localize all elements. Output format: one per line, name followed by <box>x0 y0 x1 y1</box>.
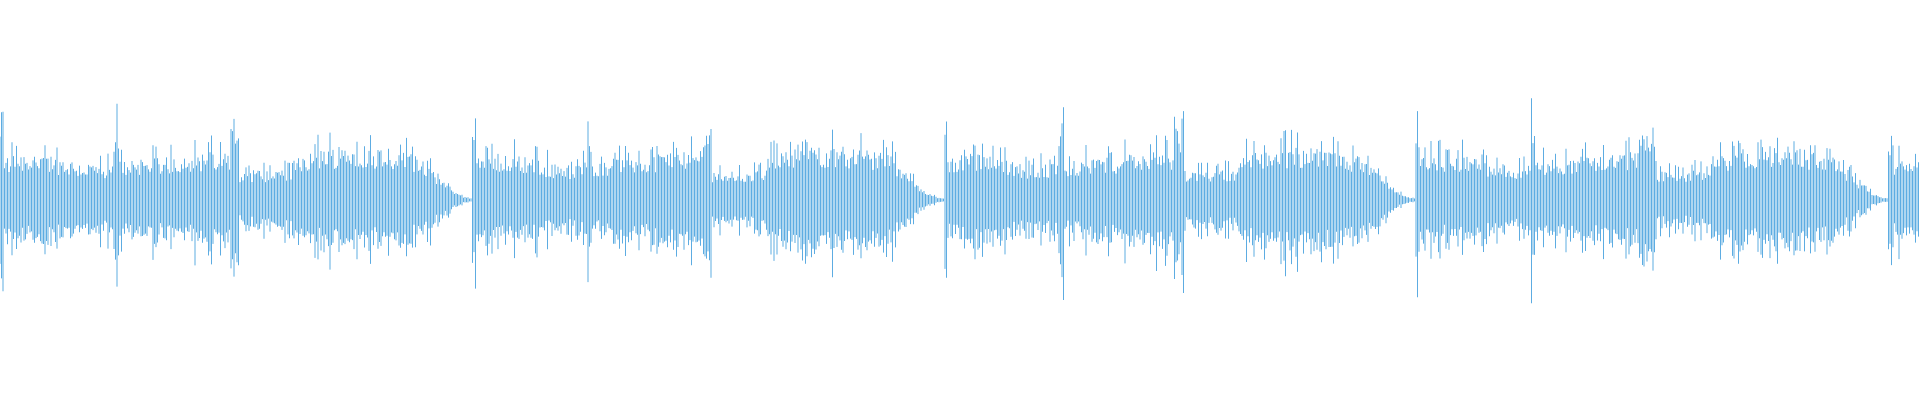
waveform-bars <box>0 98 1919 304</box>
